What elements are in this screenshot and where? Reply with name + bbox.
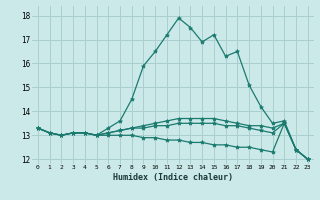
X-axis label: Humidex (Indice chaleur): Humidex (Indice chaleur) [113,173,233,182]
